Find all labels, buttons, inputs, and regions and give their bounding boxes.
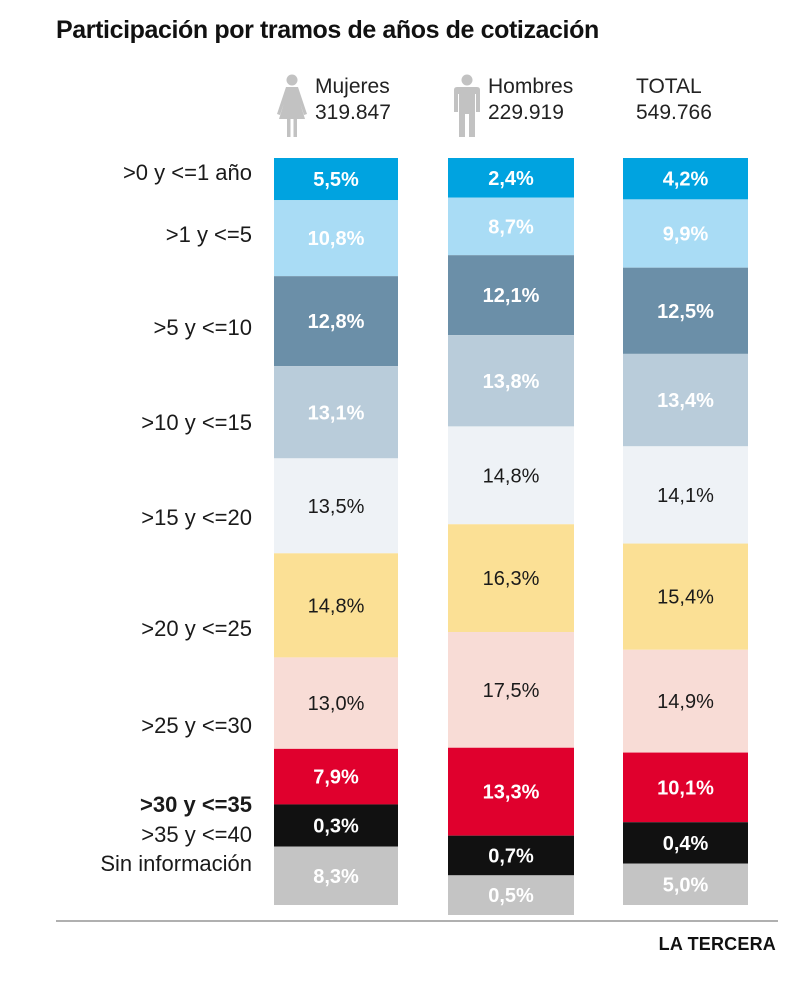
- source-credit: LA TERCERA: [658, 934, 776, 954]
- bar-total-1-y-5: [623, 199, 748, 268]
- bar-hombres-sin-informaci-n: [448, 875, 574, 915]
- bar-hombres-35-y-40: [448, 835, 574, 876]
- value-label: 0,3%: [313, 816, 359, 838]
- bar-hombres-20-y-25: [448, 524, 574, 633]
- value-label: 17,5%: [483, 680, 540, 702]
- bar-hombres-30-y-35: [448, 747, 574, 836]
- value-label: 8,3%: [313, 866, 359, 888]
- man-icon: [454, 74, 480, 137]
- bar-mujeres-25-y-30: [274, 657, 398, 749]
- stack-mujeres: 5,5% 10,8% 12,8% 13,1% 13,5% 14,8% 13,0% 7,9% 0,…: [274, 158, 398, 905]
- category-label-25-y-30: >25 y <=30: [141, 713, 252, 738]
- value-label: 15,4%: [657, 587, 714, 609]
- value-label: 14,8%: [483, 465, 540, 487]
- divider: [56, 920, 778, 922]
- value-label: 0,7%: [488, 846, 534, 868]
- header-label: Mujeres: [315, 75, 390, 98]
- chart-title: Participación por tramos de años de coti…: [56, 16, 599, 44]
- bar-hombres-1-y-5: [448, 197, 574, 256]
- stack-hombres: 2,4% 8,7% 12,1% 13,8% 14,8% 16,3% 17,5% 13,3% 0,…: [448, 158, 574, 915]
- category-label-20-y-25: >20 y <=25: [141, 616, 252, 641]
- value-label: 12,8%: [308, 311, 365, 333]
- value-label: 14,8%: [308, 595, 365, 617]
- value-label: 12,1%: [483, 285, 540, 307]
- bar-total-sin-informaci-n: [623, 863, 748, 905]
- bar-mujeres-0-y-1-a-o: [274, 158, 398, 201]
- value-label: 13,0%: [308, 693, 365, 715]
- bar-hombres-0-y-1-a-o: [448, 158, 574, 198]
- value-label: 13,3%: [483, 782, 540, 804]
- value-label: 16,3%: [483, 568, 540, 590]
- value-label: 12,5%: [657, 301, 714, 323]
- category-label-35-y-40: >35 y <=40: [141, 822, 252, 847]
- value-label: 13,4%: [657, 390, 714, 412]
- category-label-30-y-35: >30 y <=35: [140, 792, 252, 817]
- bar-hombres-25-y-30: [448, 632, 574, 748]
- category-label-15-y-20: >15 y <=20: [141, 505, 252, 530]
- value-label: 5,0%: [663, 874, 709, 896]
- value-label: 13,8%: [483, 371, 540, 393]
- value-label: 0,4%: [663, 833, 709, 855]
- value-label: 7,9%: [313, 767, 359, 789]
- value-label: 10,8%: [308, 228, 365, 250]
- header-label: Hombres: [488, 75, 574, 98]
- category-label-sin-informaci-n: Sin información: [100, 851, 252, 876]
- value-label: 0,5%: [488, 885, 534, 907]
- bar-total-30-y-35: [623, 752, 748, 823]
- bar-total-20-y-25: [623, 543, 748, 650]
- bar-hombres-10-y-15: [448, 335, 574, 427]
- stack-total: 4,2% 9,9% 12,5% 13,4% 14,1% 15,4% 14,9% 10,1% 0,…: [623, 158, 748, 905]
- header-label: TOTAL: [636, 75, 702, 98]
- bar-total-10-y-15: [623, 353, 748, 447]
- woman-icon: [277, 74, 307, 137]
- header-count: 549.766: [636, 101, 712, 124]
- bar-total-25-y-30: [623, 649, 748, 753]
- bar-mujeres-30-y-35: [274, 748, 398, 805]
- value-label: 14,9%: [657, 691, 714, 713]
- value-label: 5,5%: [313, 169, 359, 191]
- bar-hombres-15-y-20: [448, 426, 574, 525]
- value-label: 13,5%: [308, 496, 365, 518]
- value-label: 13,1%: [308, 402, 365, 424]
- category-label-10-y-15: >10 y <=15: [141, 410, 252, 435]
- bar-total-35-y-40: [623, 822, 748, 864]
- bar-mujeres-10-y-15: [274, 366, 398, 459]
- bar-total-5-y-10: [623, 267, 748, 354]
- value-label: 4,2%: [663, 169, 709, 191]
- bar-mujeres-20-y-25: [274, 553, 398, 658]
- bar-mujeres-35-y-40: [274, 804, 398, 847]
- bar-hombres-5-y-10: [448, 255, 574, 336]
- value-label: 10,1%: [657, 777, 714, 799]
- value-label: 14,1%: [657, 485, 714, 507]
- category-label-1-y-5: >1 y <=5: [166, 222, 252, 247]
- category-label-0-y-1-a-o: >0 y <=1 año: [123, 160, 252, 185]
- bar-mujeres-15-y-20: [274, 458, 398, 554]
- bar-total-0-y-1-a-o: [623, 158, 748, 200]
- value-label: 2,4%: [488, 168, 534, 190]
- value-label: 8,7%: [488, 216, 534, 238]
- category-label-5-y-10: >5 y <=10: [154, 315, 252, 340]
- header-count: 319.847: [315, 101, 391, 124]
- bar-stacks: 5,5% 10,8% 12,8% 13,1% 13,5% 14,8% 13,0% 7,9% 0,…: [274, 158, 748, 915]
- bar-mujeres-5-y-10: [274, 276, 398, 367]
- bar-total-15-y-20: [623, 446, 748, 544]
- value-label: 9,9%: [663, 224, 709, 246]
- header-count: 229.919: [488, 101, 564, 124]
- bar-mujeres-1-y-5: [274, 200, 398, 277]
- bar-mujeres-sin-informaci-n: [274, 846, 398, 905]
- category-labels: >0 y <=1 año >1 y <=5 >5 y <=10 >10 y <=15 >…: [100, 160, 252, 876]
